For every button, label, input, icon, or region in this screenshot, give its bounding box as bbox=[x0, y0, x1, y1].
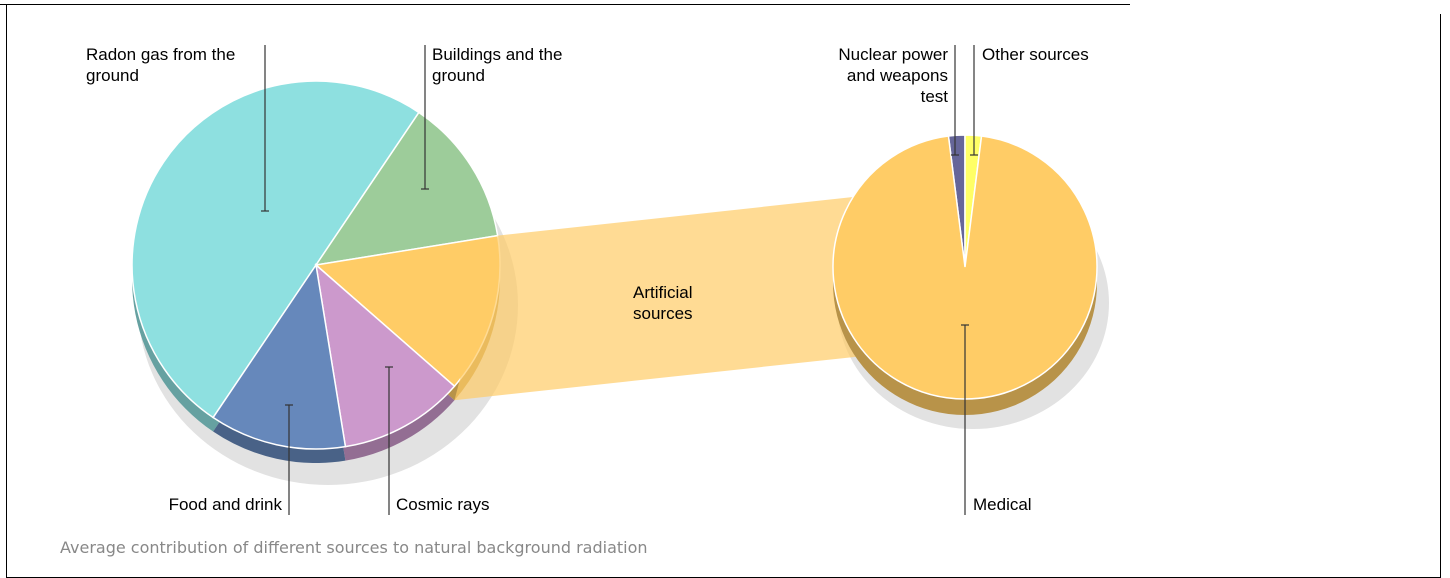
connector bbox=[454, 197, 856, 401]
slice bbox=[314, 111, 499, 267]
caption: Average contribution of different source… bbox=[60, 538, 648, 557]
label: Cosmic rays bbox=[396, 495, 490, 514]
slice bbox=[131, 80, 420, 419]
label: Radon gas from the ground bbox=[86, 45, 236, 85]
slice bbox=[212, 263, 347, 450]
leaders bbox=[261, 45, 978, 515]
slice bbox=[314, 263, 456, 448]
label: Buildings and the ground bbox=[432, 45, 563, 85]
label: Artificial sources bbox=[633, 283, 693, 323]
label: Medical bbox=[973, 495, 1032, 514]
label: Other sources bbox=[982, 45, 1089, 64]
label: Nuclear power and weapons test bbox=[838, 45, 948, 106]
label: Food and drink bbox=[168, 495, 282, 514]
